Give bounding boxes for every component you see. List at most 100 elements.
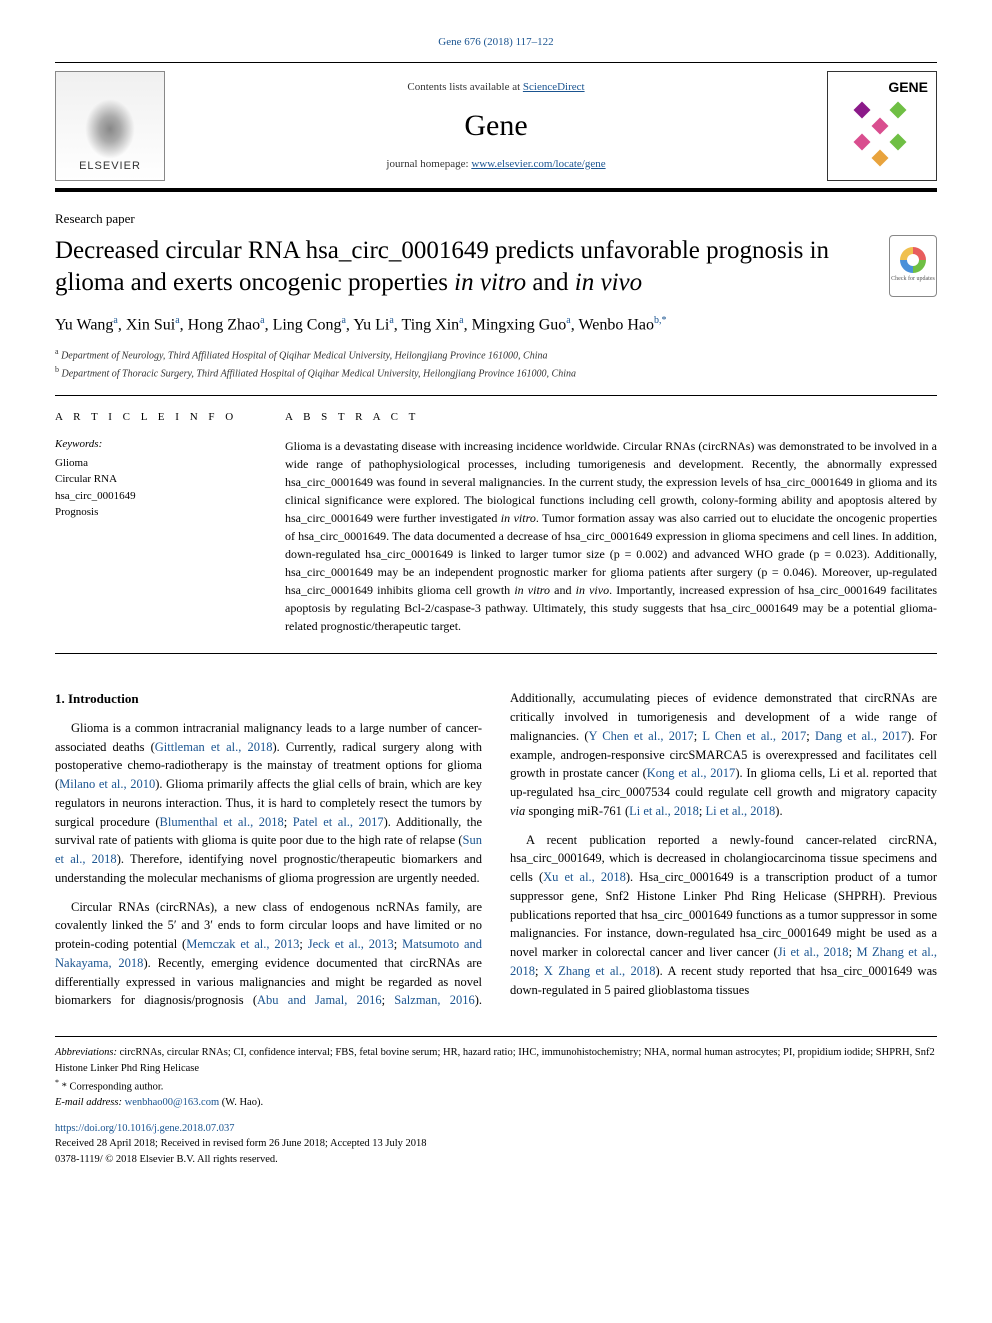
- author-sup: a: [459, 315, 463, 326]
- keyword: Circular RNA: [55, 471, 255, 488]
- title-italic-1: in vitro: [454, 269, 526, 296]
- publisher-name: ELSEVIER: [79, 159, 141, 174]
- gene-cover-text: GENE: [888, 78, 928, 98]
- crossmark-icon: [900, 247, 926, 273]
- author: Yu Li: [353, 316, 389, 333]
- author: Mingxing Guo: [472, 316, 567, 333]
- corresponding-author: * * Corresponding author.: [55, 1077, 937, 1095]
- ref-link[interactable]: Kong et al., 2017: [647, 766, 736, 780]
- intro-heading: 1. Introduction: [55, 689, 482, 709]
- author: Xin Sui: [126, 316, 175, 333]
- abstract-it3: in vivo: [576, 583, 609, 597]
- footer: Abbreviations: circRNAs, circular RNAs; …: [55, 1036, 937, 1168]
- email-label: E-mail address:: [55, 1097, 125, 1108]
- author-sup: a: [389, 315, 393, 326]
- elsevier-tree-icon: [85, 99, 135, 159]
- contents-line: Contents lists available at ScienceDirec…: [165, 80, 827, 95]
- ref-link[interactable]: X Zhang et al., 2018: [544, 964, 656, 978]
- author: Hong Zhao: [188, 316, 260, 333]
- abstract-block: A B S T R A C T Glioma is a devastating …: [285, 410, 937, 635]
- author-sup: a: [260, 315, 264, 326]
- journal-name: Gene: [165, 105, 827, 147]
- sciencedirect-link[interactable]: ScienceDirect: [523, 81, 585, 93]
- author: Yu Wang: [55, 316, 113, 333]
- article-info: A R T I C L E I N F O Keywords: GliomaCi…: [55, 410, 255, 635]
- gene-dot-icon: [890, 133, 907, 150]
- doi-block: https://doi.org/10.1016/j.gene.2018.07.0…: [55, 1121, 937, 1168]
- info-abstract-row: A R T I C L E I N F O Keywords: GliomaCi…: [55, 410, 937, 635]
- email-link[interactable]: wenbhao00@163.com: [125, 1097, 220, 1108]
- abstract-text: Glioma is a devastating disease with inc…: [285, 437, 937, 635]
- ref-link[interactable]: Xu et al., 2018: [543, 870, 626, 884]
- affiliation: a Department of Neurology, Third Affilia…: [55, 346, 937, 363]
- masthead: ELSEVIER Contents lists available at Sci…: [55, 62, 937, 192]
- gene-dot-icon: [890, 101, 907, 118]
- title-row: Decreased circular RNA hsa_circ_0001649 …: [55, 235, 937, 314]
- ref-link[interactable]: Ji et al., 2018: [778, 945, 849, 959]
- masthead-center: Contents lists available at ScienceDirec…: [165, 80, 827, 173]
- keyword: hsa_circ_0001649: [55, 488, 255, 505]
- ref-link[interactable]: Milano et al., 2010: [59, 777, 155, 791]
- elsevier-logo: ELSEVIER: [55, 71, 165, 181]
- ref-link[interactable]: Y Chen et al., 2017: [588, 729, 693, 743]
- affiliation: b Department of Thoracic Surgery, Third …: [55, 364, 937, 381]
- abstract-it1: in vitro: [501, 511, 536, 525]
- keywords-list: GliomaCircular RNAhsa_circ_0001649Progno…: [55, 455, 255, 521]
- ref-link[interactable]: Memczak et al., 2013: [186, 937, 299, 951]
- article-info-label: A R T I C L E I N F O: [55, 410, 255, 425]
- issn-line: 0378-1119/ © 2018 Elsevier B.V. All righ…: [55, 1152, 937, 1168]
- divider: [55, 653, 937, 654]
- ref-link[interactable]: Gittleman et al., 2018: [155, 740, 273, 754]
- author-sup: b,*: [654, 315, 667, 326]
- ref-link[interactable]: Patel et al., 2017: [293, 815, 384, 829]
- email-name: (W. Hao).: [219, 1097, 263, 1108]
- ref-link[interactable]: Jeck et al., 2013: [308, 937, 394, 951]
- ref-link[interactable]: Salzman, 2016: [394, 993, 474, 1007]
- gene-dot-icon: [854, 101, 871, 118]
- check-updates-label: Check for updates: [891, 275, 935, 283]
- page-container: Gene 676 (2018) 117–122 ELSEVIER Content…: [0, 0, 992, 1203]
- author: Ting Xin: [401, 316, 459, 333]
- article-type: Research paper: [55, 210, 937, 228]
- keyword: Glioma: [55, 455, 255, 472]
- homepage-line: journal homepage: www.elsevier.com/locat…: [165, 157, 827, 172]
- author-sup: a: [113, 315, 117, 326]
- abstract-and: and: [550, 583, 576, 597]
- abbrev-label: Abbreviations:: [55, 1047, 117, 1058]
- gene-dot-icon: [872, 117, 889, 134]
- ref-link[interactable]: Li et al., 2018: [706, 804, 776, 818]
- body-columns: 1. Introduction Glioma is a common intra…: [55, 689, 937, 1010]
- author: Wenbo Hao: [578, 316, 654, 333]
- gene-dot-icon: [854, 133, 871, 150]
- article-title: Decreased circular RNA hsa_circ_0001649 …: [55, 235, 889, 300]
- gene-cover-logo: GENE: [827, 71, 937, 181]
- ref-link[interactable]: Dang et al., 2017: [815, 729, 907, 743]
- divider: [55, 395, 937, 396]
- abbreviations: Abbreviations: circRNAs, circular RNAs; …: [55, 1045, 937, 1077]
- homepage-prefix: journal homepage:: [386, 158, 471, 170]
- received-line: Received 28 April 2018; Received in revi…: [55, 1136, 937, 1152]
- ref-link[interactable]: Abu and Jamal, 2016: [257, 993, 382, 1007]
- abbrev-text: circRNAs, circular RNAs; CI, confidence …: [55, 1047, 935, 1074]
- abstract-label: A B S T R A C T: [285, 410, 937, 425]
- title-italic-2: in vivo: [575, 269, 642, 296]
- ref-link[interactable]: L Chen et al., 2017: [702, 729, 806, 743]
- keywords-label: Keywords:: [55, 437, 255, 452]
- citation-line: Gene 676 (2018) 117–122: [55, 35, 937, 50]
- gene-dot-icon: [872, 149, 889, 166]
- affiliations: a Department of Neurology, Third Affilia…: [55, 346, 937, 381]
- title-and: and: [526, 269, 575, 296]
- homepage-link[interactable]: www.elsevier.com/locate/gene: [471, 158, 605, 170]
- check-updates-badge[interactable]: Check for updates: [889, 235, 937, 297]
- intro-para-3: A recent publication reported a newly-fo…: [510, 831, 937, 1000]
- author-sup: a: [341, 315, 345, 326]
- contents-prefix: Contents lists available at: [407, 81, 522, 93]
- email-line: E-mail address: wenbhao00@163.com (W. Ha…: [55, 1095, 937, 1111]
- keyword: Prognosis: [55, 504, 255, 521]
- authors-line: Yu Wanga, Xin Suia, Hong Zhaoa, Ling Con…: [55, 314, 937, 337]
- doi-link[interactable]: https://doi.org/10.1016/j.gene.2018.07.0…: [55, 1123, 234, 1134]
- author: Ling Cong: [273, 316, 342, 333]
- author-sup: a: [566, 315, 570, 326]
- ref-link[interactable]: Li et al., 2018: [629, 804, 699, 818]
- ref-link[interactable]: Blumenthal et al., 2018: [160, 815, 284, 829]
